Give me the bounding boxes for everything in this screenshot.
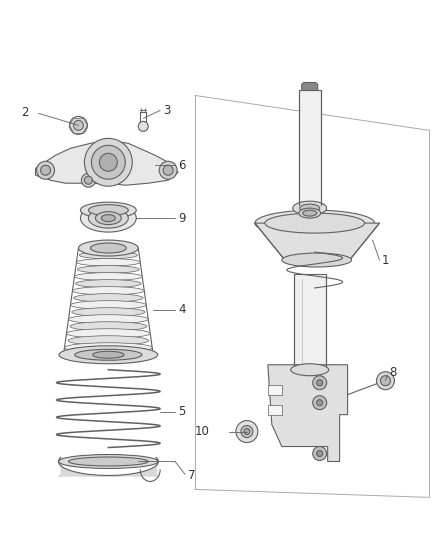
Polygon shape xyxy=(268,405,282,415)
Circle shape xyxy=(99,154,117,171)
Ellipse shape xyxy=(68,336,148,345)
Circle shape xyxy=(313,447,327,461)
Polygon shape xyxy=(35,140,178,185)
Text: 1: 1 xyxy=(381,254,389,266)
Polygon shape xyxy=(255,223,379,260)
Circle shape xyxy=(317,450,323,456)
Circle shape xyxy=(74,120,83,131)
Ellipse shape xyxy=(59,455,158,469)
Ellipse shape xyxy=(282,253,352,267)
Circle shape xyxy=(85,139,132,186)
Circle shape xyxy=(313,376,327,390)
Circle shape xyxy=(241,425,253,438)
Ellipse shape xyxy=(71,301,146,309)
Ellipse shape xyxy=(81,204,136,232)
Circle shape xyxy=(313,395,327,410)
Ellipse shape xyxy=(88,205,128,216)
Ellipse shape xyxy=(101,215,115,222)
Circle shape xyxy=(381,376,390,386)
Ellipse shape xyxy=(255,210,374,236)
Text: 2: 2 xyxy=(21,106,28,119)
Text: 7: 7 xyxy=(188,469,196,482)
Text: 9: 9 xyxy=(178,212,186,224)
Circle shape xyxy=(41,165,50,175)
Circle shape xyxy=(92,146,125,179)
Ellipse shape xyxy=(66,350,151,360)
Circle shape xyxy=(317,400,323,406)
Ellipse shape xyxy=(78,265,139,273)
Circle shape xyxy=(163,165,173,175)
Ellipse shape xyxy=(64,343,152,352)
Circle shape xyxy=(159,161,177,179)
Ellipse shape xyxy=(68,457,148,466)
Polygon shape xyxy=(268,385,282,394)
Ellipse shape xyxy=(90,243,126,253)
Polygon shape xyxy=(299,91,321,205)
Text: 8: 8 xyxy=(389,366,397,379)
Polygon shape xyxy=(268,365,348,462)
Polygon shape xyxy=(294,274,326,370)
Ellipse shape xyxy=(293,201,327,215)
Circle shape xyxy=(37,161,54,179)
Circle shape xyxy=(138,122,148,131)
Ellipse shape xyxy=(79,252,138,259)
Ellipse shape xyxy=(75,349,142,360)
Text: 4: 4 xyxy=(178,303,186,317)
Ellipse shape xyxy=(72,287,144,295)
Ellipse shape xyxy=(303,210,317,216)
Ellipse shape xyxy=(72,308,145,317)
Ellipse shape xyxy=(76,280,141,288)
Text: 5: 5 xyxy=(178,405,186,418)
Text: 3: 3 xyxy=(163,104,170,117)
Circle shape xyxy=(70,116,88,134)
Ellipse shape xyxy=(88,208,128,228)
Circle shape xyxy=(244,429,250,434)
Ellipse shape xyxy=(95,212,121,224)
Ellipse shape xyxy=(93,351,124,358)
Circle shape xyxy=(85,176,92,184)
Ellipse shape xyxy=(68,314,148,324)
Ellipse shape xyxy=(81,202,136,218)
Ellipse shape xyxy=(67,329,150,338)
Ellipse shape xyxy=(70,322,147,331)
Circle shape xyxy=(317,379,323,386)
Polygon shape xyxy=(302,83,318,91)
Ellipse shape xyxy=(78,245,138,252)
Ellipse shape xyxy=(77,259,140,266)
Ellipse shape xyxy=(299,208,321,218)
Ellipse shape xyxy=(74,294,143,302)
Text: 10: 10 xyxy=(195,425,210,438)
Circle shape xyxy=(81,173,95,187)
Ellipse shape xyxy=(291,364,328,376)
Ellipse shape xyxy=(74,272,142,280)
Text: 6: 6 xyxy=(178,159,186,172)
Ellipse shape xyxy=(300,204,320,212)
Circle shape xyxy=(377,372,395,390)
Circle shape xyxy=(236,421,258,442)
Ellipse shape xyxy=(59,346,158,364)
Ellipse shape xyxy=(265,213,364,233)
Ellipse shape xyxy=(78,240,138,256)
